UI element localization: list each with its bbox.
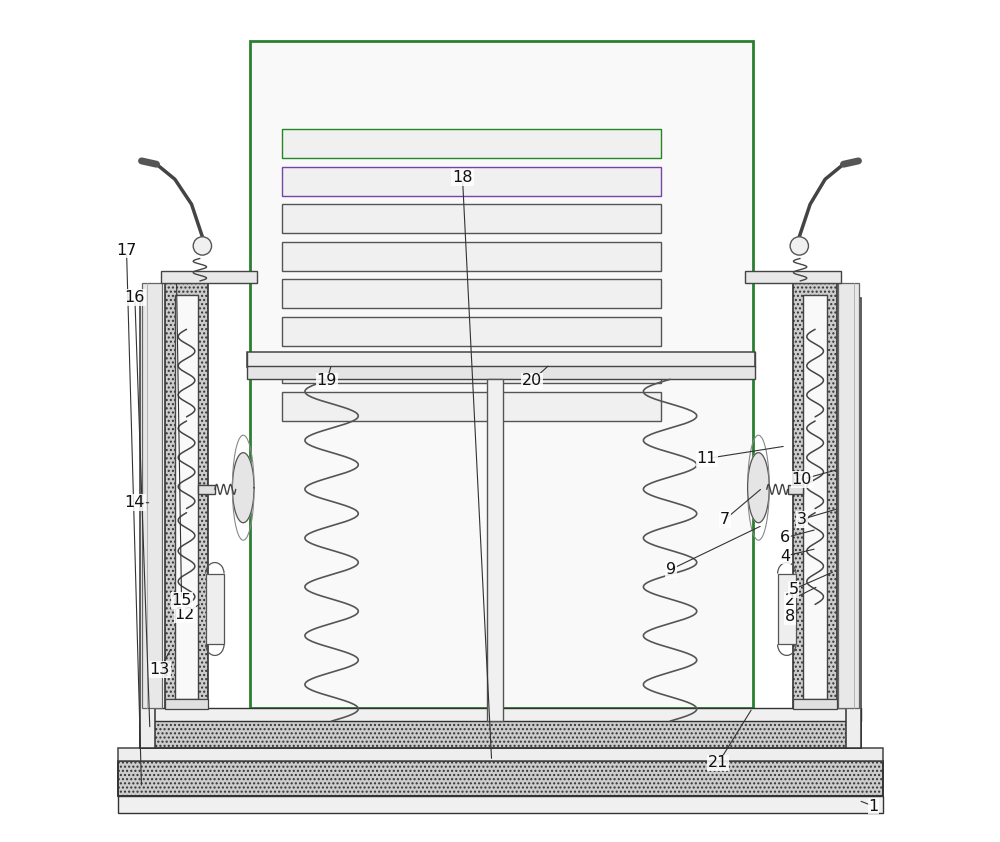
Bar: [487, 379, 503, 721]
Text: 16: 16: [125, 290, 145, 305]
Bar: [846, 297, 861, 748]
Bar: [250, 41, 753, 708]
Text: 1: 1: [868, 799, 879, 813]
Text: 15: 15: [171, 593, 192, 608]
Text: 20: 20: [522, 374, 542, 388]
Text: 8: 8: [785, 610, 795, 625]
Bar: [175, 295, 198, 700]
Bar: [165, 283, 208, 708]
Bar: [838, 283, 859, 708]
Polygon shape: [232, 453, 254, 523]
Circle shape: [193, 237, 212, 255]
Text: 3: 3: [797, 512, 807, 527]
Bar: [788, 485, 803, 493]
Bar: [745, 271, 841, 284]
Text: 6: 6: [780, 530, 790, 546]
Bar: [140, 708, 861, 721]
Bar: [793, 699, 837, 709]
Text: 12: 12: [175, 607, 195, 622]
Bar: [247, 366, 755, 379]
Bar: [282, 205, 661, 233]
Bar: [161, 271, 257, 284]
Bar: [282, 317, 661, 346]
Bar: [140, 297, 155, 748]
Text: 2: 2: [785, 593, 795, 608]
Bar: [793, 283, 837, 708]
Bar: [198, 485, 215, 493]
Circle shape: [790, 237, 808, 255]
Bar: [282, 354, 661, 383]
Bar: [282, 392, 661, 421]
Text: 9: 9: [666, 562, 676, 577]
Bar: [282, 242, 661, 271]
Bar: [282, 280, 661, 308]
Bar: [247, 352, 755, 367]
Text: 7: 7: [720, 512, 730, 527]
Bar: [142, 283, 162, 708]
Text: 4: 4: [780, 548, 790, 563]
Text: 10: 10: [792, 472, 812, 487]
Bar: [803, 295, 827, 700]
Bar: [282, 167, 661, 196]
Text: 18: 18: [452, 170, 473, 185]
Text: 21: 21: [708, 755, 729, 770]
Bar: [206, 573, 224, 644]
Text: 13: 13: [150, 662, 170, 677]
Polygon shape: [748, 453, 769, 523]
Text: 11: 11: [696, 451, 717, 466]
Bar: [118, 797, 883, 813]
Text: 17: 17: [116, 242, 137, 258]
Text: 14: 14: [125, 495, 145, 510]
Bar: [778, 573, 796, 644]
Text: 5: 5: [788, 582, 799, 597]
Text: 19: 19: [316, 374, 337, 388]
Bar: [140, 721, 861, 748]
Bar: [165, 699, 208, 709]
Bar: [118, 761, 883, 797]
Bar: [282, 129, 661, 158]
Bar: [118, 748, 883, 761]
